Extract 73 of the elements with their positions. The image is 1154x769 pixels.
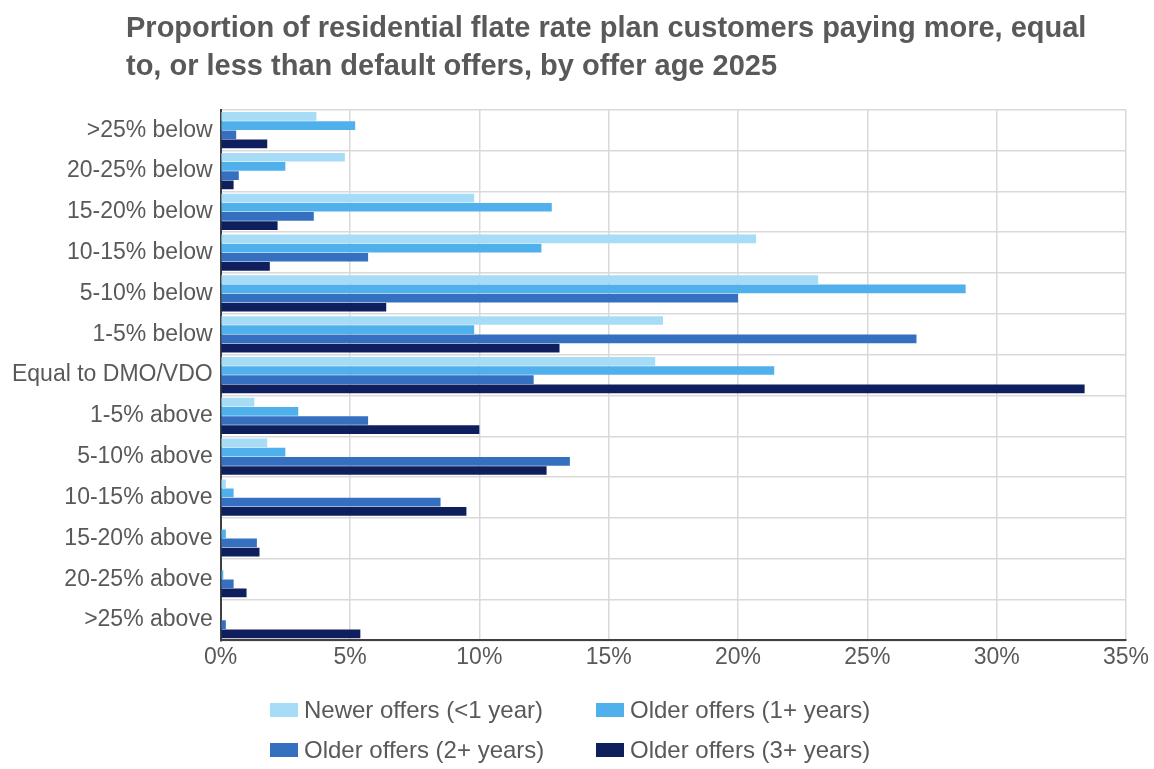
legend-label: Older offers (2+ years)	[304, 736, 545, 764]
bar	[221, 325, 475, 335]
bar	[221, 356, 656, 366]
x-tick-label: 35%	[1102, 642, 1150, 669]
bar	[221, 629, 361, 639]
bar	[221, 416, 369, 425]
bar	[221, 438, 268, 448]
y-tick-label: 20-25% above	[64, 564, 213, 591]
legend-label: Older offers (1+ years)	[630, 696, 871, 724]
y-tick-label: 15-20% above	[64, 523, 213, 550]
bar	[221, 193, 475, 203]
bar	[221, 293, 739, 303]
bar	[221, 243, 542, 253]
legend-label: Newer offers (<1 year)	[304, 696, 543, 724]
y-tick-label: 10-15% below	[66, 238, 214, 264]
bar	[221, 479, 226, 489]
bar	[221, 397, 255, 407]
x-tick-label: 25%	[844, 642, 891, 669]
y-tick-label: 1-5% above	[89, 401, 213, 428]
bar	[221, 425, 480, 435]
bar	[221, 375, 534, 385]
y-tick-label: >25% above	[84, 605, 213, 632]
x-tick-label: 0%	[204, 642, 238, 669]
bar	[221, 334, 917, 344]
bar	[221, 130, 237, 140]
bar	[221, 488, 234, 498]
bar	[221, 538, 257, 548]
x-tick-label: 10%	[456, 642, 503, 669]
y-tick-label: >25% below	[86, 115, 214, 142]
bar	[221, 384, 1085, 394]
bar	[221, 466, 547, 475]
x-tick-label: 30%	[973, 642, 1020, 669]
x-tick-label: 5%	[333, 642, 367, 669]
bar	[221, 152, 345, 162]
bar	[221, 202, 552, 212]
bar	[221, 506, 467, 516]
y-tick-label: 15-20% below	[66, 197, 214, 224]
bar	[221, 162, 286, 171]
bar	[221, 171, 239, 180]
bar	[221, 406, 299, 416]
bar	[221, 366, 775, 375]
bar	[221, 139, 268, 149]
bar	[221, 275, 819, 285]
legend-label: Older offers (3+ years)	[630, 736, 871, 764]
bar	[221, 343, 560, 353]
y-tick-label: 1-5% below	[92, 319, 214, 346]
bar	[221, 212, 314, 221]
bar	[221, 234, 757, 244]
bar	[221, 588, 247, 598]
bar	[221, 456, 570, 466]
bar	[221, 284, 966, 294]
y-tick-label: 5-10% below	[79, 278, 214, 305]
bar	[221, 302, 387, 312]
bar	[221, 316, 663, 325]
y-tick-label: 10-15% above	[64, 482, 213, 509]
bar	[221, 447, 286, 457]
bar	[221, 579, 234, 589]
bar	[221, 620, 226, 629]
y-tick-label: Equal to DMO/VDO	[11, 360, 213, 387]
chart-title: Proportion of residential flate rate plan customers paying more, equal to, or less than default offers, by offer age 2025	[126, 10, 1088, 83]
bar	[221, 497, 441, 507]
bar	[221, 112, 317, 121]
y-tick-label: 5-10% above	[77, 442, 213, 469]
bar	[221, 547, 260, 557]
bar	[221, 180, 234, 190]
bar	[221, 529, 226, 539]
y-tick-label: 20-25% below	[66, 156, 214, 183]
x-tick-label: 20%	[714, 642, 762, 669]
bar	[221, 262, 270, 271]
bar	[221, 121, 356, 130]
bar	[221, 252, 369, 262]
bar	[221, 221, 278, 230]
x-tick-label: 15%	[585, 642, 632, 669]
